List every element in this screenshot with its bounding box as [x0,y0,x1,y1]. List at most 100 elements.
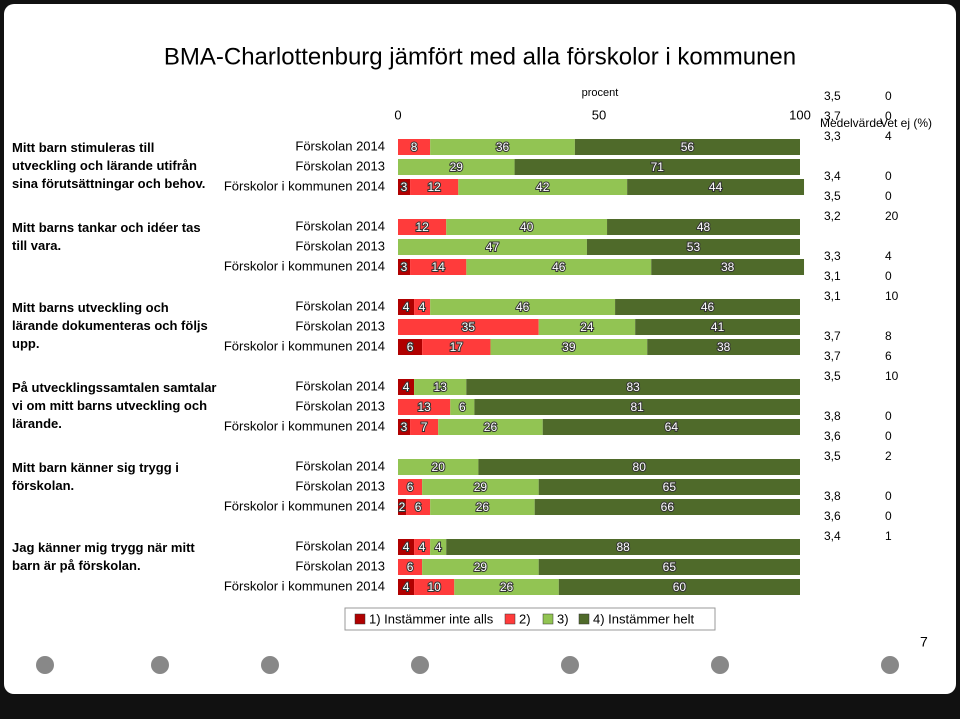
bar-segment [490,339,648,355]
category-label: Förskolan 2014 [295,458,385,473]
group-label: På utvecklingssamtalen samtalar vi om mi… [12,380,217,431]
mean-value: 3,1 [824,269,841,283]
bar-segment [398,179,411,195]
value-label: 3 [401,420,408,434]
category-label: Förskolor i kommunen 2014 [224,338,385,353]
unknown-value: 10 [885,369,899,383]
bar-segment [398,559,423,575]
value-label: 7 [421,420,428,434]
value-label: 88 [616,540,630,554]
value-label: 36 [496,140,510,154]
x-tick-label: 0 [394,107,401,122]
decoration [36,656,899,674]
unknown-header: Vet ej (%) [880,116,932,130]
value-label: 12 [415,220,429,234]
bar-segment [458,179,628,195]
unknown-value: 2 [885,449,892,463]
bar-segment [398,499,407,515]
value-label: 4 [403,540,410,554]
x-axis-label: procent [582,87,619,99]
bar-segment [534,499,800,515]
bar-segment [398,239,587,255]
value-label: 39 [562,340,576,354]
value-label: 65 [663,480,677,494]
bar-segment [627,179,805,195]
value-label: 83 [626,380,640,394]
bar-segment [398,399,451,415]
mean-value: 3,6 [824,509,841,523]
mean-value: 3,6 [824,429,841,443]
legend-label: 3) [557,611,569,626]
unknown-value: 0 [885,189,892,203]
value-label: 53 [687,240,701,254]
value-label: 29 [474,560,488,574]
unknown-value: 0 [885,429,892,443]
value-label: 38 [717,340,731,354]
value-label: 66 [661,500,675,514]
bar-segment [398,299,415,315]
bar-segment [438,419,543,435]
value-label: 4 [419,300,426,314]
value-label: 42 [536,180,550,194]
bar-segment [422,559,539,575]
unknown-value: 8 [885,329,892,343]
value-label: 6 [407,340,414,354]
mean-value: 3,7 [824,329,841,343]
bar-segment [414,379,467,395]
legend-label: 1) Instämmer inte alls [369,611,494,626]
unknown-value: 4 [885,249,892,263]
mean-value: 3,5 [824,369,841,383]
bar-segment [466,259,652,275]
value-label: 60 [673,580,687,594]
category-label: Förskolan 2014 [295,298,385,313]
category-label: Förskolan 2014 [295,378,385,393]
value-label: 46 [516,300,530,314]
value-label: 3 [401,180,408,194]
group-label: Mitt barns utveckling och lärande dokume… [12,300,208,351]
unknown-value: 0 [885,489,892,503]
bar-segment [466,379,800,395]
bar-segment [410,419,439,435]
value-label: 12 [428,180,442,194]
value-label: 46 [552,260,566,274]
bar-segment [398,259,411,275]
category-label: Förskolan 2013 [295,558,385,573]
category-label: Förskolor i kommunen 2014 [224,578,385,593]
bar-segment [398,159,515,175]
bar-segment [446,219,608,235]
bar-segment [478,459,800,475]
bar-segment [398,139,431,155]
value-label: 38 [721,260,735,274]
bar-segment [414,579,455,595]
category-label: Förskolan 2014 [295,218,385,233]
legend-box [344,607,716,631]
category-label: Förskolan 2013 [295,478,385,493]
bar-segment [430,299,616,315]
bar-segment [398,339,423,355]
value-label: 17 [450,340,464,354]
mean-value: 3,3 [824,249,841,263]
unknown-value: 6 [885,349,892,363]
value-label: 8 [411,140,418,154]
page-number: 7 [920,634,928,650]
bar-segment [446,539,800,555]
legend-swatch [578,613,590,625]
bar-segment [542,419,800,435]
value-label: 24 [580,320,594,334]
value-label: 13 [417,400,431,414]
bar-segment [538,319,636,335]
value-label: 4 [419,540,426,554]
mean-value: 3,1 [824,289,841,303]
bar-segment [586,239,800,255]
unknown-value: 0 [885,109,892,123]
value-label: 41 [711,320,725,334]
bar-segment [398,319,539,335]
value-label: 6 [407,560,414,574]
bar-segment [647,339,800,355]
category-label: Förskolan 2013 [295,398,385,413]
mean-value: 3,5 [824,449,841,463]
value-label: 80 [633,460,647,474]
bar-segment [398,539,415,555]
mean-value: 3,4 [824,169,841,183]
